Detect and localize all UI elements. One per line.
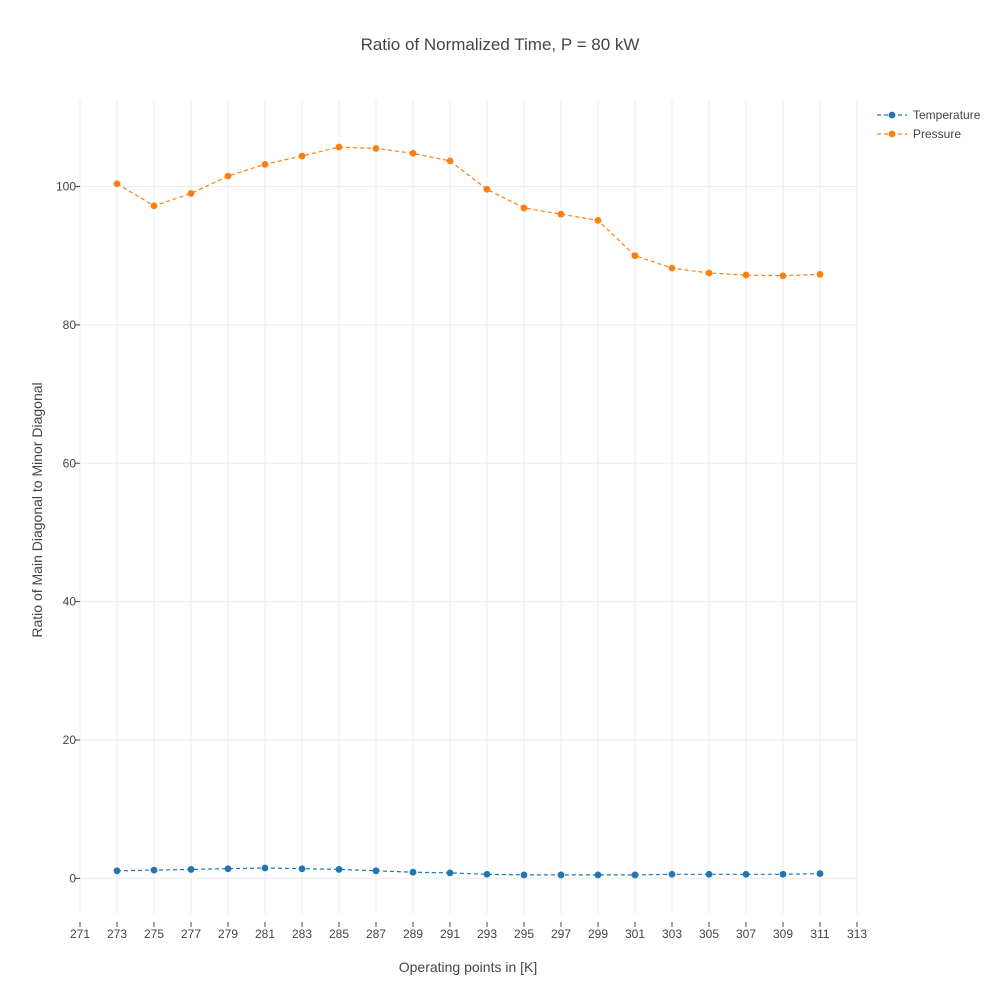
data-point[interactable] bbox=[594, 216, 602, 224]
legend-label: Pressure bbox=[913, 127, 961, 141]
x-tick-label: 279 bbox=[218, 927, 238, 941]
legend-item-pressure[interactable]: Pressure bbox=[877, 127, 961, 141]
series-temperature bbox=[113, 864, 824, 879]
series-layer bbox=[113, 143, 824, 879]
legend-label: Temperature bbox=[913, 108, 981, 122]
data-point[interactable] bbox=[261, 864, 269, 872]
x-tick-label: 293 bbox=[477, 927, 497, 941]
data-point[interactable] bbox=[298, 152, 306, 160]
x-tick-label: 303 bbox=[662, 927, 682, 941]
data-point[interactable] bbox=[372, 867, 380, 875]
data-point[interactable] bbox=[705, 870, 713, 878]
data-point[interactable] bbox=[224, 865, 232, 873]
data-point[interactable] bbox=[113, 867, 121, 875]
data-point[interactable] bbox=[224, 172, 232, 180]
x-tick-label: 281 bbox=[255, 927, 275, 941]
legend-marker bbox=[888, 111, 896, 119]
data-point[interactable] bbox=[520, 871, 528, 879]
x-tick-label: 297 bbox=[551, 927, 571, 941]
data-point[interactable] bbox=[409, 149, 417, 157]
data-point[interactable] bbox=[816, 270, 824, 278]
data-point[interactable] bbox=[631, 252, 639, 260]
x-axis-title: Operating points in [K] bbox=[399, 959, 538, 975]
y-tick-label: 20 bbox=[63, 733, 77, 747]
data-point[interactable] bbox=[779, 870, 787, 878]
data-point[interactable] bbox=[742, 870, 750, 878]
data-point[interactable] bbox=[483, 870, 491, 878]
data-point[interactable] bbox=[150, 202, 158, 210]
data-point[interactable] bbox=[113, 180, 121, 188]
x-tick-label: 307 bbox=[736, 927, 756, 941]
data-point[interactable] bbox=[557, 871, 565, 879]
data-point[interactable] bbox=[150, 866, 158, 874]
y-tick-label: 40 bbox=[63, 595, 77, 609]
y-tick-label: 60 bbox=[63, 456, 77, 470]
x-tick-label: 273 bbox=[107, 927, 127, 941]
data-point[interactable] bbox=[705, 269, 713, 277]
x-tick-label: 305 bbox=[699, 927, 719, 941]
x-tick-label: 287 bbox=[366, 927, 386, 941]
x-tick-label: 301 bbox=[625, 927, 645, 941]
data-point[interactable] bbox=[409, 868, 417, 876]
x-tick-label: 283 bbox=[292, 927, 312, 941]
data-point[interactable] bbox=[446, 869, 454, 877]
series-pressure bbox=[113, 143, 824, 280]
y-tick-label: 80 bbox=[63, 318, 77, 332]
chart-title: Ratio of Normalized Time, P = 80 kW bbox=[361, 35, 640, 54]
legend-marker bbox=[888, 130, 896, 138]
data-point[interactable] bbox=[335, 143, 343, 151]
data-point[interactable] bbox=[187, 190, 195, 197]
data-point[interactable] bbox=[298, 865, 306, 873]
x-tick-label: 313 bbox=[847, 927, 867, 941]
y-axis-title: Ratio of Main Diagonal to Minor Diagonal bbox=[29, 382, 45, 637]
x-tick-label: 275 bbox=[144, 927, 164, 941]
x-tick-label: 299 bbox=[588, 927, 608, 941]
x-tick-label: 311 bbox=[810, 927, 829, 941]
data-point[interactable] bbox=[446, 157, 454, 165]
axis-layer: 271 273 275 277 279 281 283 285 287 289 291 293 295 2… bbox=[56, 179, 867, 941]
x-tick-label: 295 bbox=[514, 927, 534, 941]
x-tick-label: 271 bbox=[70, 927, 90, 941]
data-point[interactable] bbox=[668, 870, 676, 878]
x-tick-label: 291 bbox=[440, 927, 460, 941]
y-tick-label: 0 bbox=[69, 871, 76, 885]
data-point[interactable] bbox=[631, 871, 639, 879]
series-line bbox=[116, 867, 821, 876]
legend[interactable]: Temperature Pressure bbox=[877, 108, 981, 141]
y-tick-label: 100 bbox=[56, 179, 76, 193]
series-line bbox=[116, 146, 821, 277]
x-tick-label: 309 bbox=[773, 927, 793, 941]
data-point[interactable] bbox=[557, 210, 565, 218]
data-point[interactable] bbox=[483, 185, 491, 193]
data-point[interactable] bbox=[187, 866, 195, 873]
data-point[interactable] bbox=[372, 145, 380, 152]
data-point[interactable] bbox=[261, 160, 269, 168]
data-point[interactable] bbox=[520, 204, 528, 212]
data-point[interactable] bbox=[742, 271, 750, 279]
data-point[interactable] bbox=[335, 866, 343, 873]
x-tick-label: 289 bbox=[403, 927, 423, 941]
data-point[interactable] bbox=[816, 870, 824, 877]
data-point[interactable] bbox=[668, 264, 676, 272]
data-point[interactable] bbox=[594, 871, 602, 879]
grid-layer bbox=[79, 100, 858, 914]
x-tick-label: 285 bbox=[329, 927, 349, 941]
data-point[interactable] bbox=[779, 272, 787, 280]
legend-item-temperature[interactable]: Temperature bbox=[877, 108, 981, 122]
x-tick-label: 277 bbox=[181, 927, 201, 941]
